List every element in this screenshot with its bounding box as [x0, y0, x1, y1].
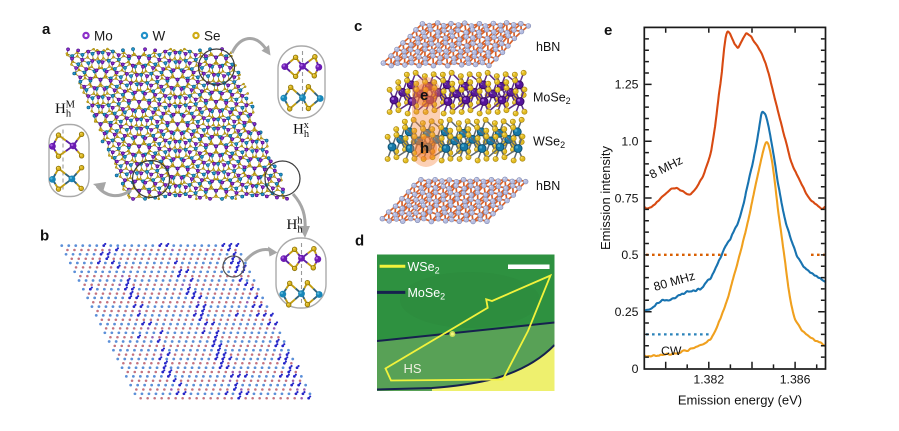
svg-text:Emission energy (eV): Emission energy (eV)	[678, 393, 802, 408]
svg-text:h: h	[420, 140, 429, 157]
svg-text:e: e	[420, 87, 428, 104]
svg-text:1.0: 1.0	[621, 135, 638, 149]
svg-text:WSe2: WSe2	[408, 260, 440, 276]
svg-text:1.25: 1.25	[615, 78, 639, 92]
svg-text:0.25: 0.25	[615, 305, 639, 319]
svg-text:d: d	[355, 233, 364, 250]
svg-text:Emission intensity: Emission intensity	[598, 145, 613, 250]
svg-text:1.386: 1.386	[780, 373, 811, 387]
svg-text:MoSe2: MoSe2	[533, 91, 571, 107]
svg-text:c: c	[354, 18, 362, 35]
svg-text:hBN: hBN	[536, 40, 560, 54]
svg-text:CW: CW	[661, 344, 682, 358]
svg-text:W: W	[153, 29, 166, 44]
svg-text:0: 0	[632, 362, 639, 376]
svg-text:HS: HS	[404, 361, 422, 376]
svg-text:0.5: 0.5	[621, 248, 638, 262]
svg-text:Mo: Mo	[94, 29, 113, 44]
svg-text:MoSe2: MoSe2	[408, 286, 446, 302]
svg-text:e: e	[604, 22, 612, 39]
svg-text:1.382: 1.382	[693, 373, 724, 387]
svg-text:hBN: hBN	[536, 179, 560, 193]
svg-text:WSe2: WSe2	[533, 135, 565, 151]
svg-text:a: a	[42, 21, 51, 38]
svg-text:Se: Se	[204, 29, 221, 44]
svg-text:Hhh: Hhh	[287, 216, 304, 236]
svg-text:b: b	[40, 228, 49, 245]
svg-text:Hhx: Hhx	[293, 120, 310, 140]
svg-text:0.75: 0.75	[615, 191, 639, 205]
svg-text:HhM: HhM	[55, 100, 76, 120]
